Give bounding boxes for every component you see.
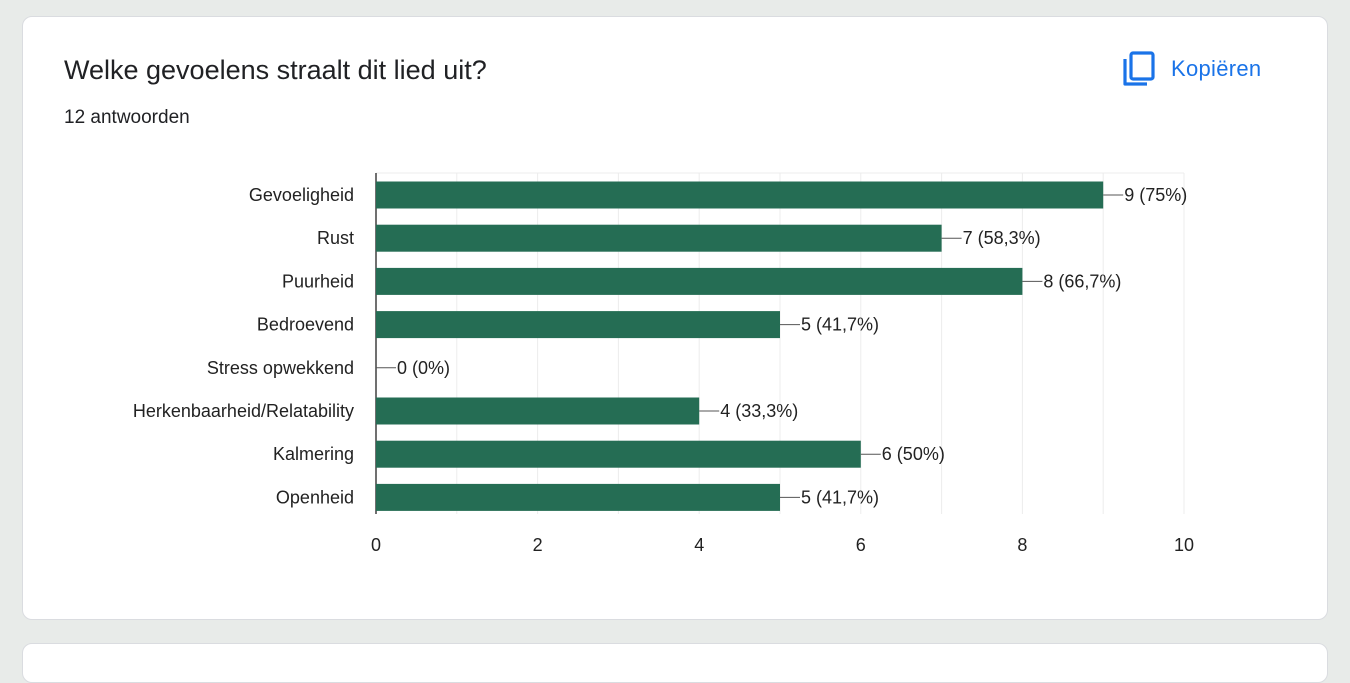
- category-label: Gevoeligheid: [249, 185, 354, 205]
- bar: [376, 440, 861, 468]
- category-label: Herkenbaarheid/Relatability: [133, 401, 354, 421]
- category-label: Kalmering: [273, 444, 354, 464]
- response-count: 12 antwoorden: [64, 107, 190, 128]
- x-tick-label: 2: [533, 535, 543, 555]
- data-label: 5 (41,7%): [801, 487, 879, 507]
- bar: [376, 181, 1104, 209]
- data-label: 0 (0%): [397, 358, 450, 378]
- category-label: Rust: [317, 228, 354, 248]
- x-tick-label: 10: [1174, 535, 1194, 555]
- category-label: Openheid: [276, 487, 354, 507]
- category-label: Bedroevend: [257, 315, 354, 335]
- data-label: 5 (41,7%): [801, 315, 879, 335]
- bar: [376, 224, 942, 252]
- data-label: 7 (58,3%): [963, 228, 1041, 248]
- bar: [376, 267, 1023, 295]
- copy-button-label: Kopiëren: [1171, 56, 1262, 81]
- bar: [376, 483, 780, 511]
- bar: [376, 397, 700, 425]
- x-tick-label: 6: [856, 535, 866, 555]
- data-label: 6 (50%): [882, 444, 945, 464]
- next-question-card: [22, 643, 1328, 683]
- x-tick-label: 4: [694, 535, 704, 555]
- copy-icon: [1121, 50, 1157, 88]
- x-tick-label: 8: [1017, 535, 1027, 555]
- data-label: 9 (75%): [1124, 185, 1187, 205]
- bar: [376, 311, 780, 339]
- category-label: Stress opwekkend: [207, 358, 354, 378]
- data-label: 8 (66,7%): [1043, 271, 1121, 291]
- question-card: Welke gevoelens straalt dit lied uit? 12…: [22, 16, 1328, 620]
- x-tick-label: 0: [371, 535, 381, 555]
- data-label: 4 (33,3%): [720, 401, 798, 421]
- bar-chart: 0 2 4 6 8 10 Gevoeligheid 9 (75%) Rust 7 (58,3%) P…: [133, 172, 1194, 555]
- category-label: Puurheid: [282, 271, 354, 291]
- copy-button[interactable]: Kopiëren: [1121, 49, 1261, 89]
- question-title: Welke gevoelens straalt dit lied uit?: [64, 55, 487, 85]
